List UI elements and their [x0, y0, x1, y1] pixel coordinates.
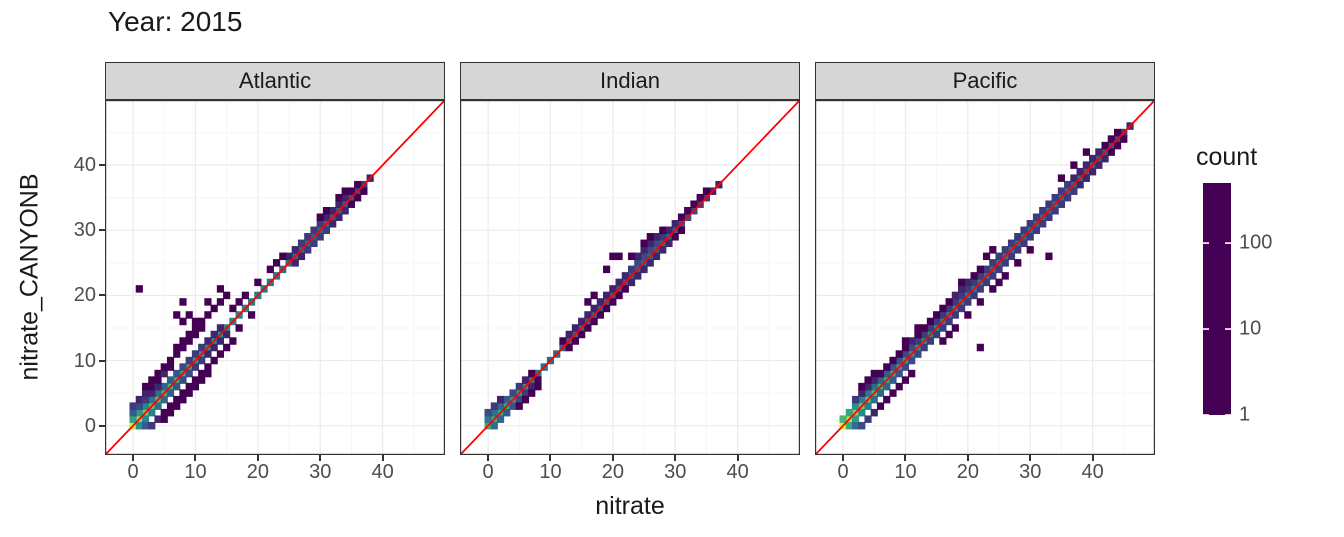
x-tick-label: 0 — [482, 461, 494, 483]
x-tick-mark — [842, 455, 845, 461]
facet-atlantic: Atlantic — [105, 62, 445, 455]
legend-gradient — [1203, 183, 1231, 415]
facet-strip-label: Indian — [600, 68, 660, 93]
facet-strip-label: Atlantic — [238, 68, 312, 93]
x-tick-label: 30 — [1019, 461, 1042, 483]
legend-tick-label: 1 — [1239, 403, 1251, 426]
y-tick-label: 10 — [73, 349, 96, 372]
y-tick-mark — [99, 294, 105, 297]
x-tick-mark — [487, 455, 490, 461]
x-tick-label: 40 — [1081, 461, 1104, 483]
y-tick-label: 30 — [73, 219, 96, 242]
panel-atlantic — [105, 100, 445, 455]
x-tick-label: 30 — [309, 461, 332, 483]
y-tick-label: 40 — [73, 154, 96, 177]
facet-indian: Indian — [460, 62, 800, 455]
x-tick-label: 20 — [956, 461, 979, 483]
facet-strip-label: Pacific — [952, 68, 1018, 93]
facet-strip-atlantic: Atlantic — [105, 62, 445, 100]
panel-border — [105, 100, 445, 455]
x-tick-mark — [319, 455, 322, 461]
x-tick-label: 20 — [601, 461, 624, 483]
x-tick-mark — [1029, 455, 1032, 461]
x-tick-mark — [381, 455, 384, 461]
panel-pacific — [815, 100, 1155, 455]
x-tick-mark — [256, 455, 259, 461]
facet-pacific: Pacific — [815, 62, 1155, 455]
x-tick-mark — [736, 455, 739, 461]
y-tick-mark — [99, 424, 105, 427]
x-tick-mark — [549, 455, 552, 461]
x-tick-mark — [966, 455, 969, 461]
x-tick-mark — [904, 455, 907, 461]
y-tick-mark — [99, 164, 105, 167]
facet-strip-indian: Indian — [460, 62, 800, 100]
x-tick-mark — [674, 455, 677, 461]
x-tick-label: 40 — [371, 461, 394, 483]
x-tick-mark — [1091, 455, 1094, 461]
x-axis-title: nitrate — [595, 492, 665, 520]
x-tick-mark — [132, 455, 135, 461]
identity-line — [815, 100, 1155, 455]
y-tick-mark — [99, 359, 105, 362]
legend-colorbar — [1203, 183, 1231, 415]
x-tick-label: 0 — [127, 461, 139, 483]
x-tick-mark — [611, 455, 614, 461]
panel-indian — [460, 100, 800, 455]
facet-strip-pacific: Pacific — [815, 62, 1155, 100]
identity-line — [105, 100, 445, 455]
plot-title: Year: 2015 — [108, 6, 243, 37]
panel-border — [815, 100, 1155, 455]
identity-line — [460, 100, 800, 455]
x-tick-label: 20 — [246, 461, 269, 483]
gridlines-layer — [105, 100, 445, 455]
y-axis-title: nitrate_CANYONB — [15, 173, 44, 381]
y-tick-mark — [99, 229, 105, 232]
panel-border — [460, 100, 800, 455]
x-tick-label: 0 — [837, 461, 849, 483]
y-tick-label: 20 — [73, 284, 96, 307]
x-tick-label: 10 — [184, 461, 207, 483]
x-tick-mark — [194, 455, 197, 461]
legend-tick-label: 100 — [1239, 231, 1273, 254]
legend-tick-label: 10 — [1239, 317, 1262, 340]
legend-title: count — [1196, 143, 1258, 171]
y-tick-label: 0 — [84, 414, 96, 437]
x-tick-label: 10 — [894, 461, 917, 483]
bins-layer — [484, 180, 723, 430]
x-tick-label: 40 — [726, 461, 749, 483]
x-tick-label: 10 — [539, 461, 562, 483]
x-tick-label: 30 — [664, 461, 687, 483]
gridlines-layer — [460, 100, 800, 455]
